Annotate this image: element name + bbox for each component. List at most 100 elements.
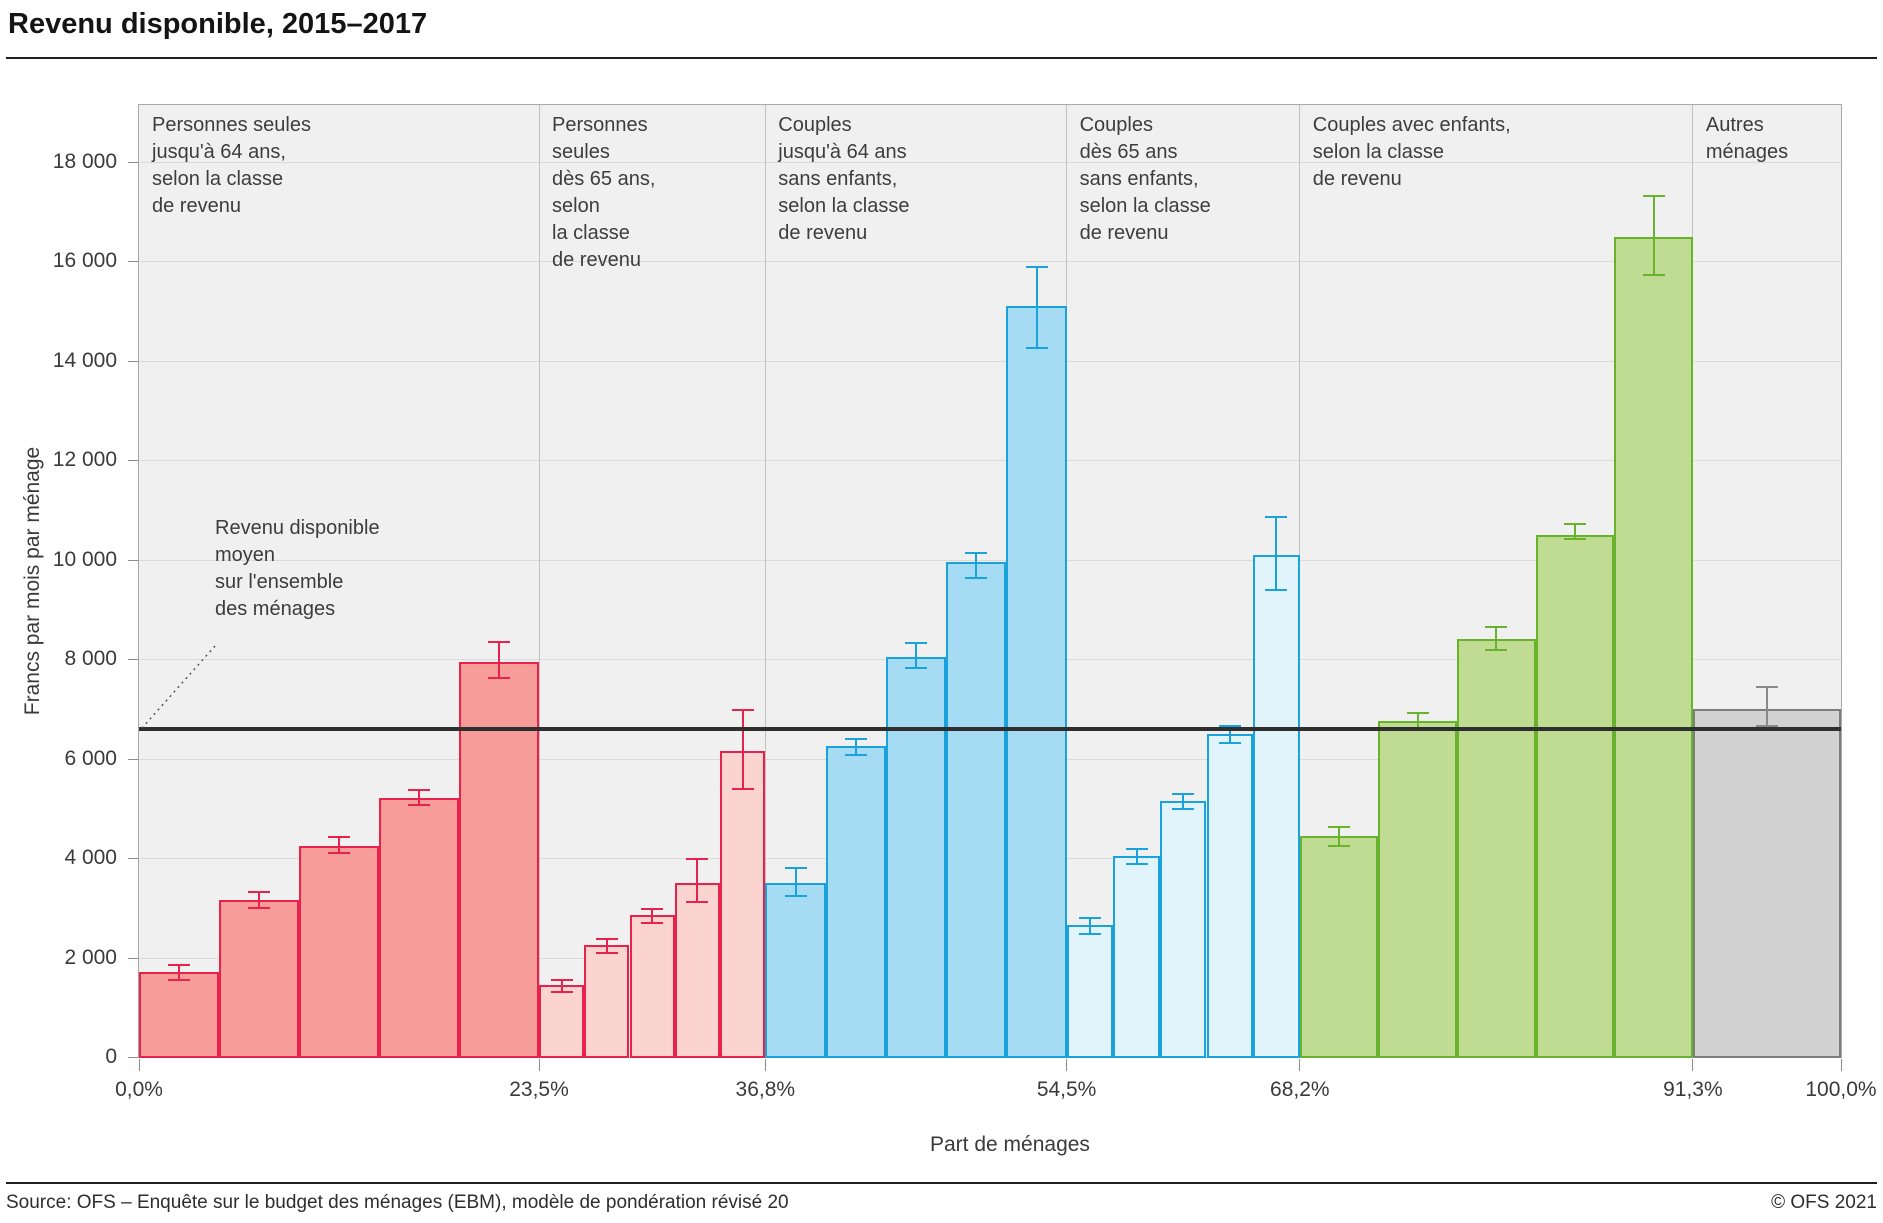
- y-tick: [128, 758, 138, 760]
- bar: [1614, 237, 1693, 1058]
- error-bar-line: [498, 642, 500, 679]
- bar: [1378, 721, 1457, 1058]
- group-label: Personnes seules jusqu'à 64 ans, selon l…: [152, 114, 311, 217]
- bar: [1006, 305, 1067, 1058]
- mean-line: [139, 726, 1841, 731]
- y-tick: [128, 360, 138, 362]
- title-rule: [6, 57, 1877, 59]
- error-bar-cap: [1406, 712, 1429, 715]
- y-tick-label: 16 000: [52, 249, 117, 272]
- error-bar-line: [1495, 627, 1498, 650]
- error-bar-cap: [1564, 522, 1586, 525]
- bar: [1535, 534, 1615, 1058]
- error-bar-cap: [1642, 274, 1665, 277]
- gridline: [139, 360, 1841, 362]
- bar: [885, 656, 947, 1058]
- y-tick-label: 8 000: [64, 647, 117, 670]
- error-bar-line: [1182, 793, 1185, 810]
- error-bar-cap: [1218, 741, 1241, 744]
- y-tick-label: 0: [105, 1045, 117, 1068]
- bar: [629, 915, 675, 1058]
- group-label: Couples dès 65 ans sans enfants, selon l…: [1079, 114, 1211, 244]
- bar: [1253, 554, 1300, 1058]
- bar: [459, 661, 539, 1058]
- error-bar-cap: [844, 753, 867, 756]
- error-bar-cap: [965, 552, 988, 554]
- error-bar-cap: [328, 836, 350, 839]
- error-bar-line: [651, 909, 654, 924]
- error-bar-cap: [168, 964, 190, 966]
- x-tick-label: 68,2%: [1270, 1078, 1330, 1101]
- bar: [674, 882, 721, 1058]
- group-label: Couples avec enfants, selon la classe de…: [1312, 114, 1511, 190]
- x-tick-label: 100,0%: [1805, 1078, 1877, 1101]
- error-bar-cap: [1265, 588, 1288, 591]
- y-tick-label: 4 000: [64, 846, 117, 869]
- error-bar-cap: [784, 895, 807, 898]
- error-bar-cap: [595, 952, 618, 954]
- y-tick: [128, 659, 138, 660]
- x-tick: [1066, 1059, 1068, 1071]
- group-divider: [1299, 105, 1301, 1057]
- y-tick-label: 14 000: [52, 348, 117, 372]
- bar: [1159, 800, 1207, 1058]
- error-bar-line: [1338, 826, 1341, 846]
- x-tick-label: 0,0%: [115, 1078, 163, 1101]
- bar: [539, 984, 585, 1058]
- error-bar-line: [696, 859, 699, 903]
- error-bar-cap: [686, 901, 709, 904]
- error-bar-cap: [408, 803, 430, 806]
- x-tick: [1692, 1059, 1694, 1071]
- error-bar-cap: [686, 858, 709, 860]
- error-bar-cap: [1328, 825, 1351, 828]
- error-bar-cap: [905, 642, 927, 645]
- bar: [1692, 708, 1841, 1059]
- bar: [1206, 733, 1254, 1058]
- error-bar-cap: [905, 667, 927, 669]
- bar: [946, 562, 1007, 1058]
- error-bar-line: [1574, 523, 1576, 539]
- group-divider: [764, 105, 766, 1057]
- error-bar-line: [605, 939, 608, 953]
- error-bar-cap: [641, 922, 664, 925]
- error-bar-cap: [248, 906, 270, 909]
- bar: [1299, 835, 1379, 1058]
- error-bar-line: [1766, 687, 1768, 727]
- error-bar-cap: [965, 576, 988, 579]
- error-bar-cap: [1485, 626, 1508, 629]
- error-bar-cap: [1025, 346, 1048, 349]
- error-bar-line: [975, 553, 978, 578]
- gridline: [139, 559, 1841, 561]
- error-bar-cap: [1756, 686, 1778, 689]
- error-bar-cap: [550, 991, 573, 994]
- error-bar-line: [794, 868, 797, 897]
- error-bar-cap: [1756, 725, 1778, 728]
- error-bar-cap: [1125, 848, 1148, 850]
- error-bar-line: [338, 837, 340, 853]
- error-bar-cap: [1328, 844, 1351, 847]
- error-bar-cap: [1265, 516, 1288, 519]
- error-bar-cap: [488, 641, 510, 644]
- mean-annotation-leader-line: [141, 645, 216, 729]
- error-bar-line: [1275, 517, 1278, 590]
- y-tick-label: 2 000: [64, 945, 117, 969]
- gridline: [139, 161, 1841, 163]
- group-label: Personnes seules dès 65 ans, selon la cl…: [552, 114, 656, 271]
- y-tick-label: 18 000: [52, 149, 117, 173]
- error-bar-cap: [1078, 917, 1101, 920]
- footer-copyright: © OFS 2021: [1771, 1192, 1877, 1213]
- x-tick: [138, 1059, 140, 1071]
- y-tick-label: 10 000: [52, 547, 117, 571]
- y-tick: [128, 460, 138, 461]
- x-tick: [1840, 1059, 1842, 1071]
- error-bar-cap: [595, 938, 618, 941]
- bar: [219, 900, 299, 1058]
- gridline: [139, 261, 1841, 262]
- x-tick-label: 36,8%: [735, 1078, 796, 1101]
- error-bar-line: [1652, 196, 1655, 276]
- error-bar-line: [1416, 713, 1419, 731]
- bar: [1066, 925, 1114, 1058]
- error-bar-cap: [1218, 725, 1241, 728]
